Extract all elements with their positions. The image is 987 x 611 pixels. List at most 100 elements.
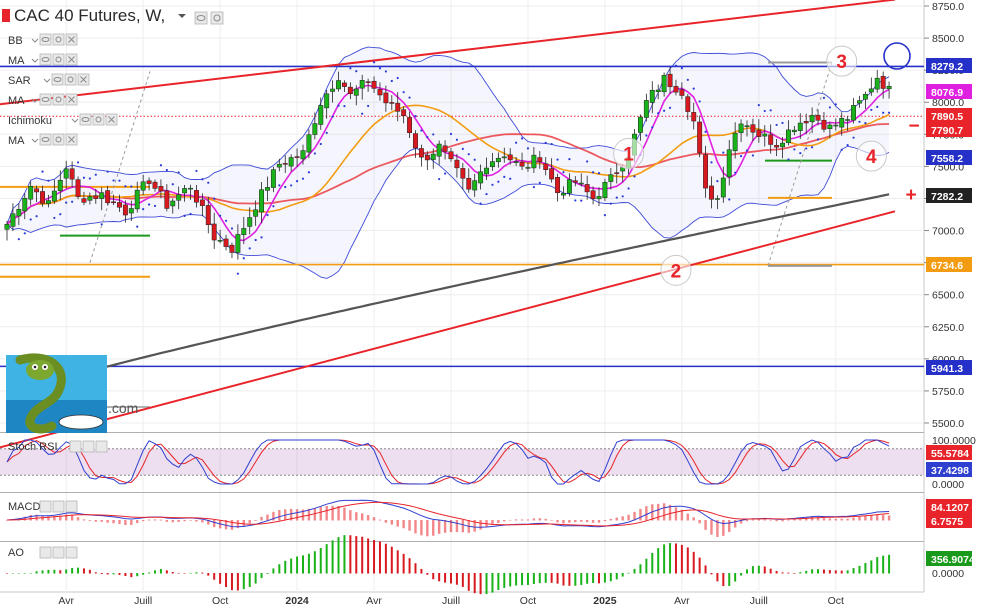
eye-icon[interactable] xyxy=(51,73,64,86)
candle[interactable] xyxy=(63,160,69,189)
candle[interactable] xyxy=(430,148,436,169)
candle[interactable] xyxy=(4,220,10,241)
close-icon[interactable] xyxy=(77,73,90,86)
candle[interactable] xyxy=(803,113,809,135)
candle[interactable] xyxy=(193,185,199,208)
title-gear-icon[interactable] xyxy=(210,11,224,25)
candle[interactable] xyxy=(555,173,561,202)
candle[interactable] xyxy=(732,122,738,159)
channel-lower-line[interactable] xyxy=(0,210,896,449)
macd-value-tag[interactable] xyxy=(926,499,972,514)
candle[interactable] xyxy=(353,85,359,106)
candle[interactable] xyxy=(673,79,679,96)
panel-divider-ao[interactable] xyxy=(0,541,924,542)
candle[interactable] xyxy=(324,89,330,119)
candle[interactable] xyxy=(247,207,253,235)
macd-gear-icon[interactable] xyxy=(52,500,65,513)
candle[interactable] xyxy=(28,181,34,206)
candle[interactable] xyxy=(122,200,128,223)
gear-icon[interactable] xyxy=(52,93,65,106)
candle[interactable] xyxy=(223,234,229,251)
candle[interactable] xyxy=(827,121,833,139)
candle[interactable] xyxy=(436,140,442,165)
candle[interactable] xyxy=(442,140,448,160)
candle[interactable] xyxy=(205,196,211,234)
candle[interactable] xyxy=(845,116,851,131)
candle[interactable] xyxy=(478,164,484,190)
indicator-legend-item[interactable]: SAR xyxy=(8,73,90,87)
candle[interactable] xyxy=(401,106,407,124)
candle[interactable] xyxy=(51,179,57,204)
candle[interactable] xyxy=(537,151,543,169)
indicator-legend-item[interactable]: MA xyxy=(8,133,78,147)
gear-icon[interactable] xyxy=(92,113,105,126)
price-tag[interactable]: 5941.3 xyxy=(926,360,972,375)
candle[interactable] xyxy=(880,71,886,99)
candle[interactable] xyxy=(117,194,122,212)
gear-icon[interactable] xyxy=(52,33,65,46)
candle[interactable] xyxy=(241,216,247,245)
eye-icon[interactable] xyxy=(39,33,52,46)
candle[interactable] xyxy=(16,203,22,226)
candle[interactable] xyxy=(383,85,389,112)
panel-divider-macd[interactable] xyxy=(0,492,924,493)
candle[interactable] xyxy=(34,185,40,203)
candle[interactable] xyxy=(306,129,312,159)
candle[interactable] xyxy=(851,98,857,124)
title-dropdown-icon[interactable] xyxy=(178,14,186,18)
candle[interactable] xyxy=(637,114,643,141)
candle[interactable] xyxy=(484,157,489,180)
stoch-value-tag[interactable] xyxy=(926,462,972,477)
candle[interactable] xyxy=(69,161,75,188)
candle[interactable] xyxy=(87,192,93,205)
candle[interactable] xyxy=(134,181,140,213)
candle[interactable] xyxy=(336,71,341,92)
candle[interactable] xyxy=(211,212,217,249)
candle[interactable] xyxy=(519,152,525,171)
ao-gear-icon[interactable] xyxy=(52,546,65,559)
price-tag[interactable]: 7558.2 xyxy=(926,150,972,165)
candle[interactable] xyxy=(140,174,146,196)
price-tag[interactable]: 8279.2 xyxy=(926,58,972,73)
wave-circle[interactable] xyxy=(855,140,887,172)
candle[interactable] xyxy=(330,80,336,103)
indicator-dropdown-icon[interactable] xyxy=(31,58,39,63)
price-tag[interactable]: 6734.6 xyxy=(926,257,972,272)
candle[interactable] xyxy=(371,76,377,93)
gear-icon[interactable] xyxy=(64,73,77,86)
ao-eye-icon[interactable] xyxy=(39,546,52,559)
stoch-close-icon[interactable] xyxy=(95,440,108,453)
candle[interactable] xyxy=(146,177,152,191)
eye-icon[interactable] xyxy=(39,133,52,146)
candle[interactable] xyxy=(815,109,821,126)
candle[interactable] xyxy=(602,178,608,202)
candle[interactable] xyxy=(709,176,714,209)
channel-upper-line[interactable] xyxy=(0,0,896,106)
candle[interactable] xyxy=(726,139,732,186)
candle[interactable] xyxy=(300,144,306,165)
candle[interactable] xyxy=(424,151,430,171)
macd-close-icon[interactable] xyxy=(65,500,78,513)
candle[interactable] xyxy=(566,173,572,197)
candle[interactable] xyxy=(495,152,501,168)
stoch-gear-icon[interactable] xyxy=(82,440,95,453)
candle[interactable] xyxy=(265,176,270,201)
candle[interactable] xyxy=(703,145,709,198)
candle[interactable] xyxy=(572,176,578,187)
candle[interactable] xyxy=(714,195,720,210)
panel-divider-stoch[interactable] xyxy=(0,432,924,433)
indicator-legend-item[interactable]: MA xyxy=(8,53,78,67)
stoch-value-tag[interactable] xyxy=(926,445,972,460)
candle[interactable] xyxy=(347,82,353,100)
price-tag[interactable]: 7790.7 xyxy=(926,122,972,137)
candle[interactable] xyxy=(389,95,395,111)
eye-icon[interactable] xyxy=(39,93,52,106)
candle[interactable] xyxy=(584,175,590,200)
close-icon[interactable] xyxy=(65,133,78,146)
candle[interactable] xyxy=(359,74,365,100)
candle[interactable] xyxy=(57,170,63,201)
candle[interactable] xyxy=(217,229,223,244)
eye-icon[interactable] xyxy=(39,53,52,66)
candle[interactable] xyxy=(199,193,205,217)
candle[interactable] xyxy=(578,173,584,187)
